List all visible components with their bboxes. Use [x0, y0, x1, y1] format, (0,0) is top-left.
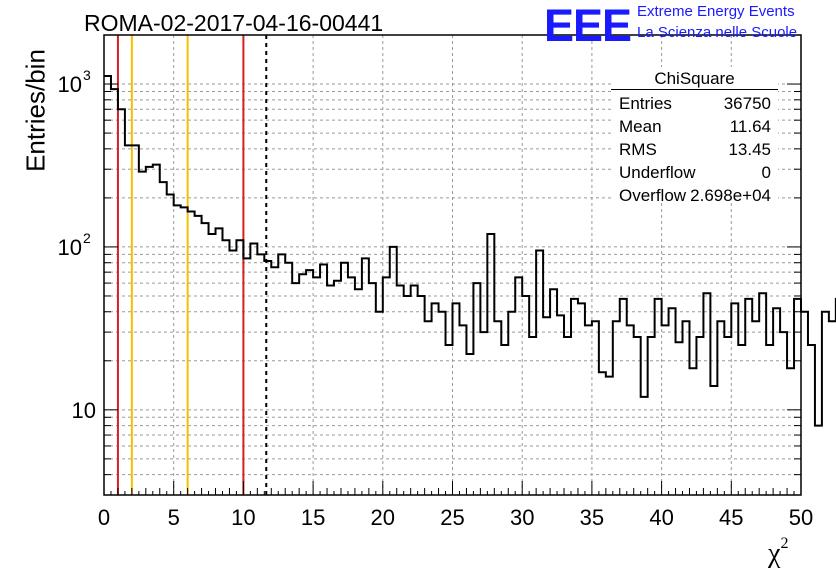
x-tick-label: 25 — [440, 505, 464, 530]
stats-box: ChiSquare Entries 36750 Mean 11.64 RMS 13.4… — [611, 67, 778, 205]
x-tick-label: 40 — [649, 505, 673, 530]
y-tick-exponent: 2 — [83, 230, 91, 246]
x-tick-label: 50 — [789, 505, 813, 530]
y-tick-exponent: 3 — [83, 67, 91, 83]
y-axis-label: Entries/bin — [20, 49, 51, 172]
histogram-series — [104, 75, 836, 427]
logo-line-2: La Scienza nelle Scuole — [637, 24, 798, 41]
x-tick-label: 10 — [231, 505, 255, 530]
x-axis-label: χ2 — [768, 534, 789, 569]
x-tick-label: 0 — [98, 505, 110, 530]
eee-logo: EEE — [544, 0, 632, 51]
stats-divider — [611, 89, 778, 90]
x-axis: 0 5 10 15 20 25 30 35 40 45 50 — [98, 481, 813, 530]
stats-title: ChiSquare — [654, 69, 735, 88]
x-tick-label: 15 — [301, 505, 325, 530]
x-tick-label: 30 — [510, 505, 534, 530]
x-tick-label: 5 — [168, 505, 180, 530]
y-tick-label: 10 — [72, 398, 96, 423]
chart-title: ROMA-02-2017-04-16-00441 — [84, 10, 384, 36]
x-tick-label: 35 — [580, 505, 604, 530]
x-tick-label: 20 — [371, 505, 395, 530]
grid — [104, 35, 801, 495]
reference-lines — [116, 35, 268, 495]
x-tick-label: 45 — [719, 505, 743, 530]
y-tick-label: 10 — [58, 235, 82, 260]
logo-line-1: Extreme Energy Events — [637, 3, 795, 20]
y-tick-label: 10 — [58, 72, 82, 97]
